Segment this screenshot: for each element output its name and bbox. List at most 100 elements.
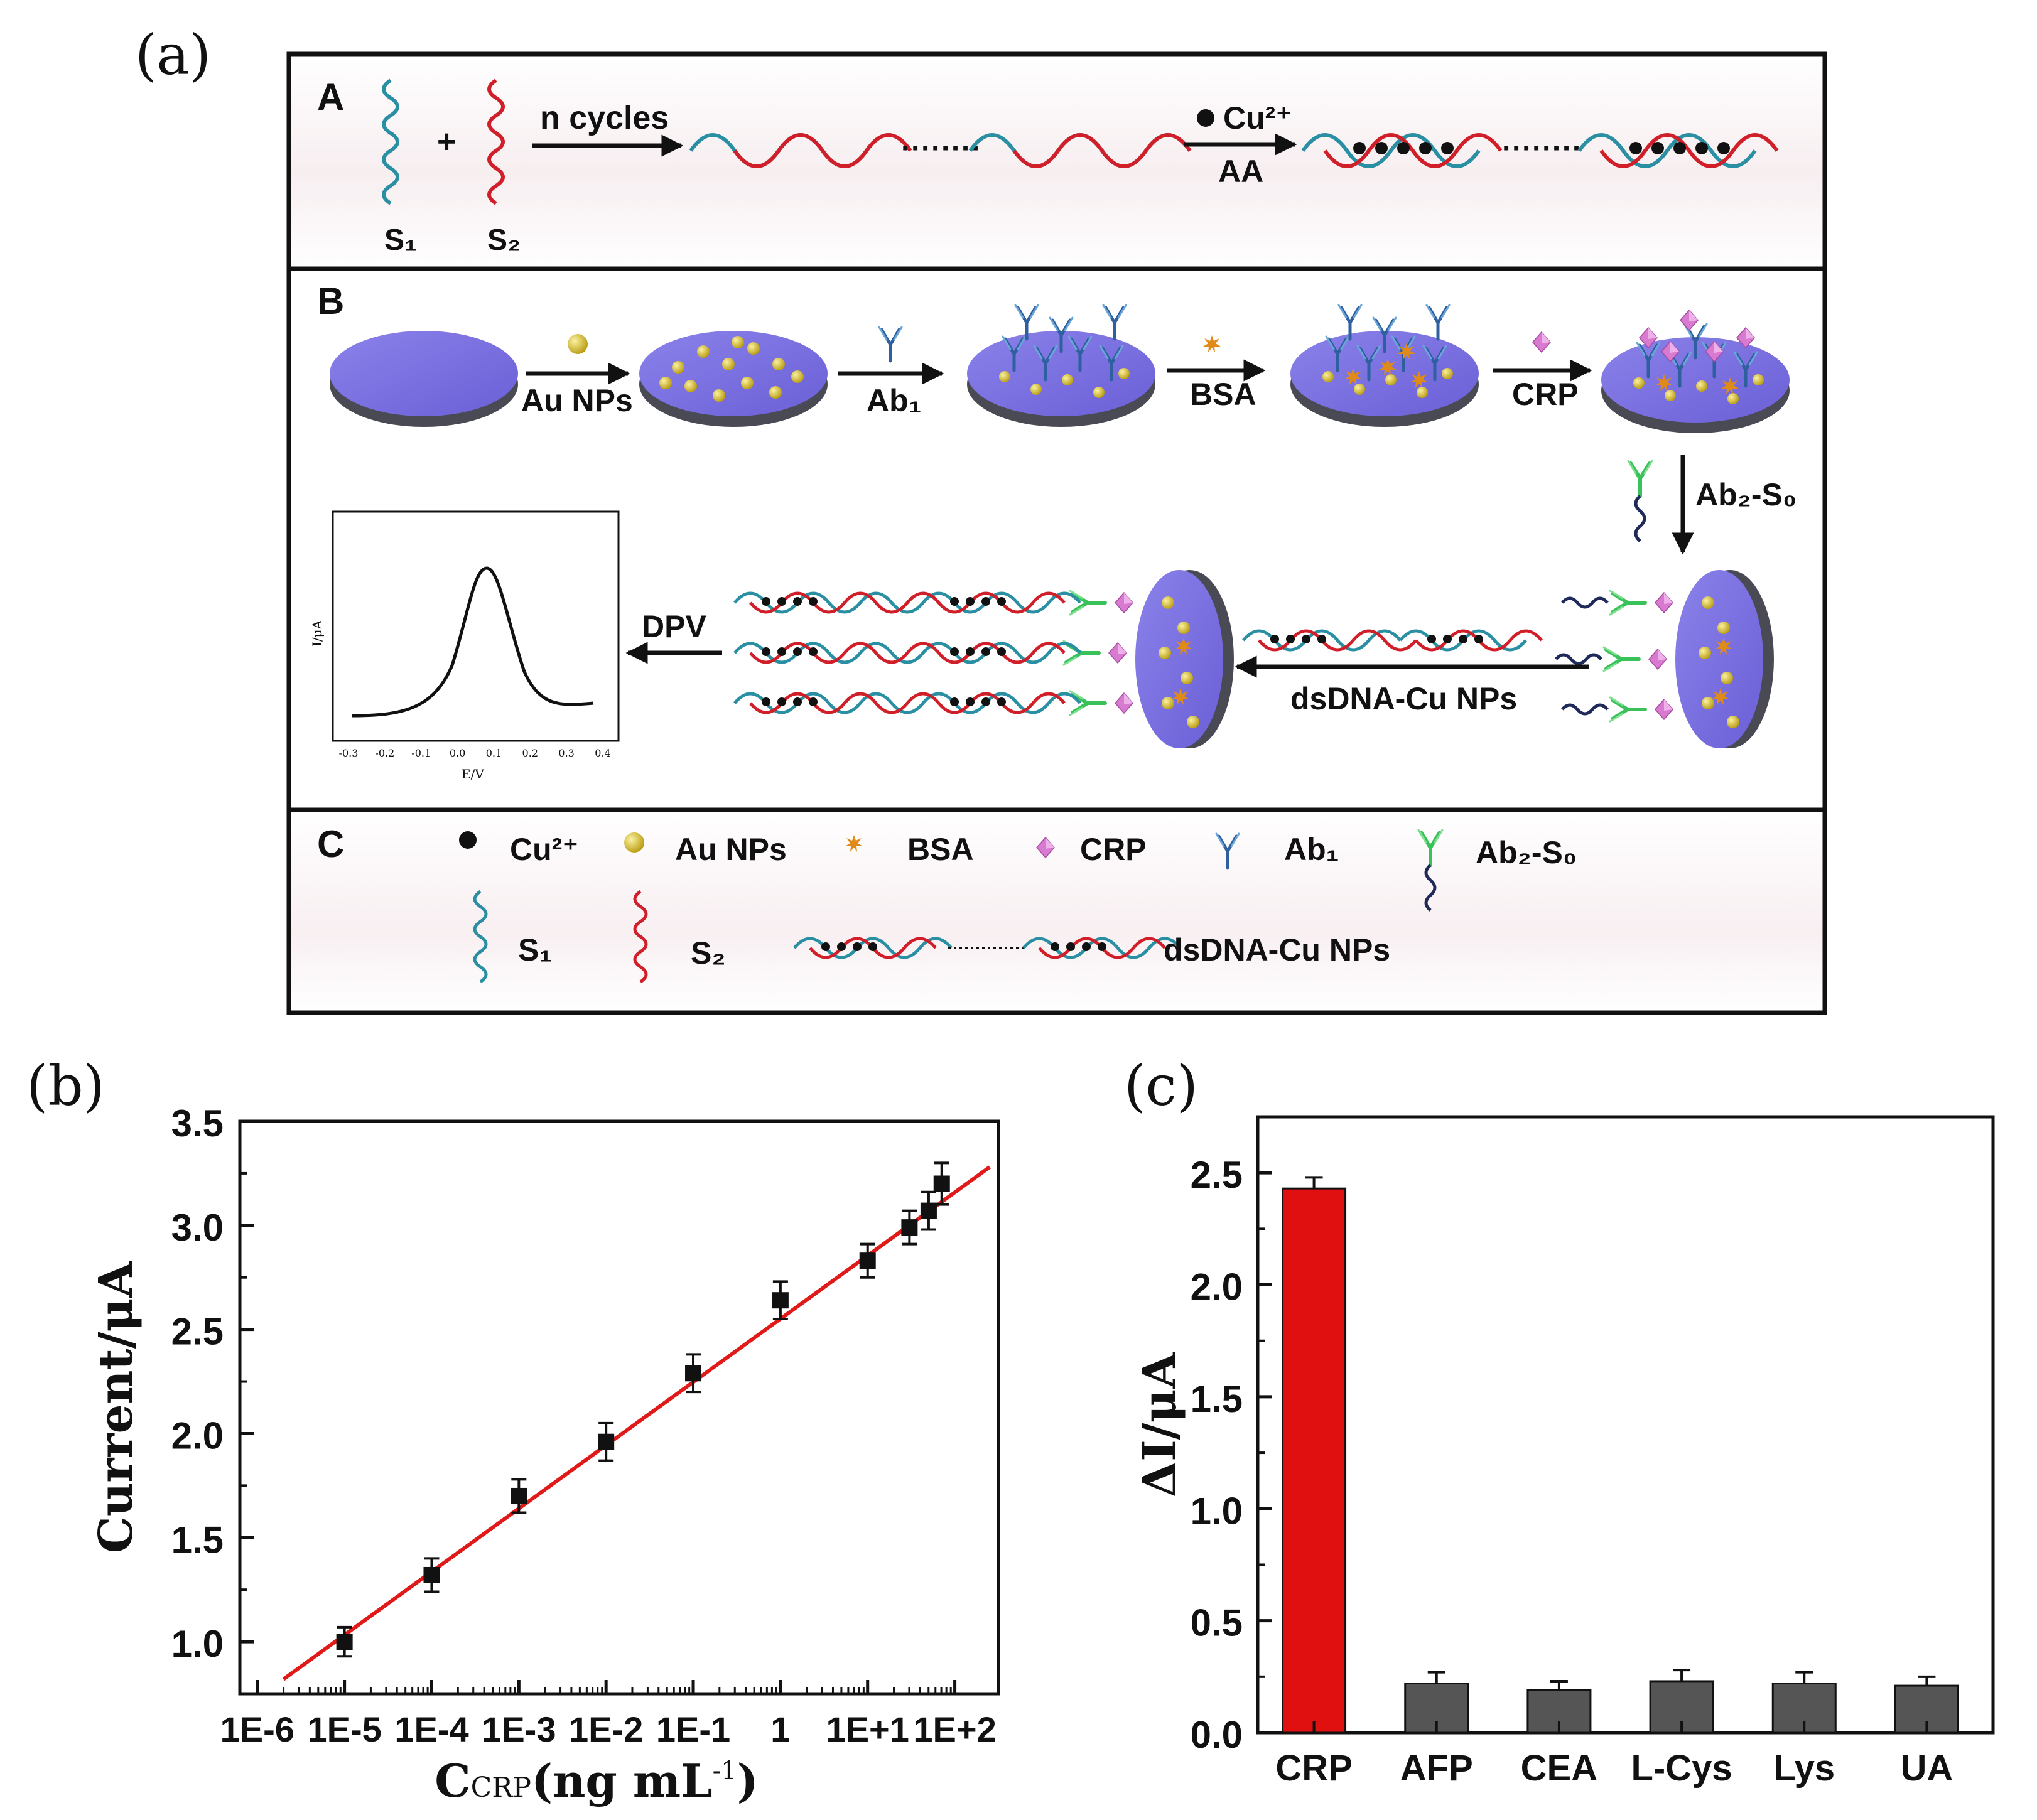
legend-s1-icon xyxy=(473,890,488,984)
electrode-ab2 xyxy=(1555,570,1774,748)
b-xtick-label: 1E+2 xyxy=(913,1710,996,1749)
section-c: C Cu²⁺ Au NPs BSA CRP Ab₁ Ab₂-S₀ S₁ S₂ d… xyxy=(286,807,1827,1015)
section-a: A + S₁ S₂ n cycles ········ Cu²⁺ AA ····… xyxy=(286,51,1827,271)
plot-b-xlabel: CCRP(ng mL-1) xyxy=(435,1754,758,1807)
ab2-s0-icon xyxy=(1628,461,1652,542)
dsdna-cu-chain-2 xyxy=(1577,133,1779,168)
dsdna-chain-2 xyxy=(968,133,1192,168)
legend-s2: S₂ xyxy=(691,935,726,971)
b-ytick-label: 1.0 xyxy=(171,1623,224,1665)
c-ytick-label: 1.5 xyxy=(1191,1378,1243,1420)
dpv-tick-labels: -0.3 -0.2 -0.1 0.0 0.1 0.2 0.3 0.4 xyxy=(339,747,611,759)
panel-label-a: (a) xyxy=(135,23,211,87)
ellipsis-2: ········ xyxy=(1502,132,1582,165)
dsdna-chain-1 xyxy=(689,133,912,168)
legend-ab1: Ab₁ xyxy=(1284,832,1339,867)
legend-cu-icon xyxy=(459,831,477,849)
arrow-n-cycles-label: n cycles xyxy=(540,100,669,136)
legend-au: Au NPs xyxy=(675,832,787,867)
c-ytick-label: 2.5 xyxy=(1191,1154,1243,1196)
b-xtick-label: 1E-6 xyxy=(220,1710,294,1749)
legend-bsa: BSA xyxy=(907,832,974,867)
c-xtick-label: AFP xyxy=(1400,1748,1473,1789)
legend-ds: dsDNA-Cu NPs xyxy=(1164,932,1390,967)
arrow-cu-label: Cu²⁺ xyxy=(1223,100,1292,136)
label-s1: S₁ xyxy=(384,223,417,257)
b-ytick-label: 3.0 xyxy=(171,1207,224,1249)
b-xtick-label: 1E-5 xyxy=(307,1710,381,1749)
legend-ab2: Ab₂-S₀ xyxy=(1476,835,1577,870)
legend-s1: S₁ xyxy=(518,932,552,967)
au-np-icon xyxy=(568,334,588,354)
b-fit-line xyxy=(282,1165,991,1681)
calibration-chart: Current/μA CCRP(ng mL-1) 1.0 1.5 2.0 2.5 3.0… xyxy=(89,1102,1000,1807)
arrow-dpv-label: DPV xyxy=(642,609,706,644)
dpv-tick-7: 0.4 xyxy=(595,747,610,759)
b-data-point xyxy=(598,1433,615,1450)
xlabel-crp: CRP xyxy=(471,1772,531,1804)
cu-ion-icon xyxy=(1197,109,1214,127)
arrow-ab2-s0-label: Ab₂-S₀ xyxy=(1695,477,1797,512)
b-data-point xyxy=(511,1487,527,1504)
arrow-au-nps-label: Au NPs xyxy=(521,383,633,418)
panel-label-c: (c) xyxy=(1124,1053,1198,1118)
section-a-letter: A xyxy=(317,76,344,118)
arrow-bsa-label: BSA xyxy=(1190,377,1256,412)
b-data-point xyxy=(920,1202,937,1219)
panel-label-b: (b) xyxy=(26,1053,105,1118)
b-ytick-label: 3.5 xyxy=(171,1102,224,1144)
b-data-point xyxy=(423,1566,440,1583)
arrow-aa-label: AA xyxy=(1218,154,1263,189)
xlabel-unit: (ng mL xyxy=(531,1754,713,1807)
c-xtick-label: CEA xyxy=(1521,1748,1597,1789)
xlabel-close: ) xyxy=(737,1754,759,1807)
b-data-point xyxy=(901,1219,918,1236)
section-b-letter: B xyxy=(317,280,344,322)
dpv-ylabel: I/μA xyxy=(310,620,325,647)
c-xtick-label: Lys xyxy=(1773,1748,1835,1789)
label-s2: S₂ xyxy=(487,223,521,257)
b-data-point xyxy=(859,1252,876,1269)
b-ytick-label: 2.0 xyxy=(171,1414,224,1457)
electrode-crp xyxy=(1601,310,1790,433)
dpv-tick-6: 0.3 xyxy=(558,747,574,759)
plot-b-frame xyxy=(238,1119,1000,1696)
b-ytick-label: 2.5 xyxy=(171,1311,224,1353)
legend-au-icon xyxy=(624,832,644,853)
arrow-crp-label: CRP xyxy=(1512,377,1579,412)
section-c-letter: C xyxy=(317,823,344,865)
c-ytick-label: 0.5 xyxy=(1191,1602,1243,1644)
electrode-final xyxy=(733,570,1234,748)
plus-sign: + xyxy=(437,124,456,160)
b-ytick-label: 1.5 xyxy=(171,1519,224,1561)
plot-c-frame xyxy=(1256,1115,1995,1735)
plot-c-ylabel: ΔI/μA xyxy=(1133,1352,1187,1497)
electrode-au xyxy=(639,331,828,427)
b-data-point xyxy=(772,1292,789,1309)
c-ytick-label: 0.0 xyxy=(1191,1714,1243,1756)
c-xtick-label: CRP xyxy=(1275,1748,1352,1789)
electrode-bsa xyxy=(1290,305,1479,427)
strand-s1 xyxy=(382,78,399,205)
electrode-ab1 xyxy=(967,305,1155,427)
legend-s2-icon xyxy=(633,890,648,984)
dpv-peak-curve xyxy=(351,566,594,718)
dsdna-strand-top xyxy=(733,591,1081,614)
dsdna-cu-small xyxy=(1242,629,1543,652)
dpv-tick-2: -0.1 xyxy=(411,747,431,759)
c-bar-crp xyxy=(1282,1187,1347,1734)
b-data-point xyxy=(933,1175,950,1192)
strand-s2 xyxy=(487,78,505,205)
c-xtick-label: UA xyxy=(1901,1748,1953,1789)
c-ytick-label: 1.0 xyxy=(1191,1490,1243,1532)
b-xtick-label: 1 xyxy=(770,1710,790,1749)
dpv-tick-1: -0.2 xyxy=(375,747,394,759)
xlabel-c: C xyxy=(435,1754,470,1807)
dpv-tick-3: 0.0 xyxy=(450,747,465,759)
b-xtick-label: 1E+1 xyxy=(826,1710,909,1749)
b-data-point xyxy=(336,1634,353,1650)
ellipsis-1: ········ xyxy=(901,132,981,165)
legend-ab2-icon xyxy=(1418,830,1442,912)
dpv-inset: I/μA E/V -0.3 -0.2 -0.1 0.0 0.1 0.2 0.3 0.4 xyxy=(310,510,620,782)
